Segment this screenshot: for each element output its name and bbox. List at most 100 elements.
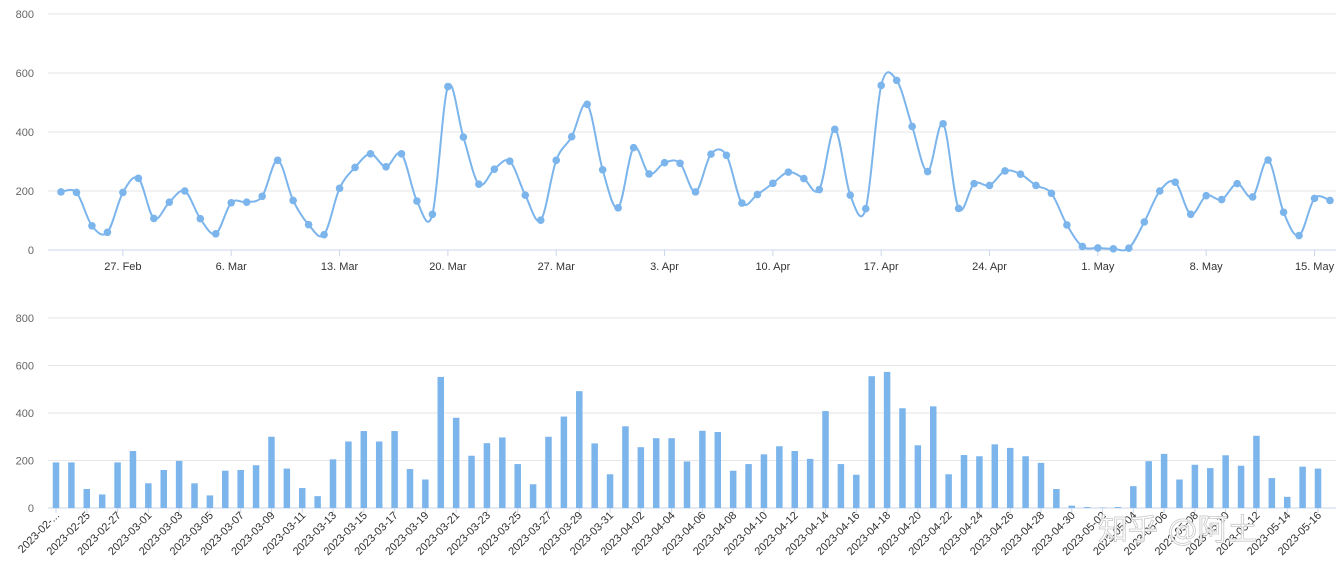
data-point[interactable] xyxy=(738,199,746,207)
data-point[interactable] xyxy=(521,191,530,199)
bar[interactable] xyxy=(1130,486,1137,508)
bar[interactable] xyxy=(422,479,429,509)
bar[interactable] xyxy=(437,376,445,508)
bar[interactable] xyxy=(1145,461,1152,508)
bar[interactable] xyxy=(1299,466,1306,508)
data-point[interactable] xyxy=(769,179,777,188)
data-point[interactable] xyxy=(459,133,468,141)
data-point[interactable] xyxy=(567,132,576,141)
data-point[interactable] xyxy=(397,150,406,158)
bar[interactable] xyxy=(329,459,337,508)
bar[interactable] xyxy=(83,489,91,508)
data-point[interactable] xyxy=(1109,245,1118,253)
data-point[interactable] xyxy=(1094,244,1102,252)
bar[interactable] xyxy=(637,447,645,508)
bar[interactable] xyxy=(145,483,152,508)
data-point[interactable] xyxy=(892,76,901,85)
bar[interactable] xyxy=(1160,453,1168,508)
data-point[interactable] xyxy=(1078,242,1087,251)
bar[interactable] xyxy=(98,494,106,508)
data-point[interactable] xyxy=(242,198,251,207)
data-point[interactable] xyxy=(1001,167,1009,175)
bar[interactable] xyxy=(468,455,475,508)
bar[interactable] xyxy=(1191,464,1199,508)
data-point[interactable] xyxy=(320,230,328,239)
bar[interactable] xyxy=(822,411,829,508)
data-point[interactable] xyxy=(970,179,978,188)
data-point[interactable] xyxy=(72,188,81,197)
bar[interactable] xyxy=(976,456,983,508)
data-point[interactable] xyxy=(877,81,886,90)
bar[interactable] xyxy=(714,432,722,508)
bar[interactable] xyxy=(729,470,737,508)
data-point[interactable] xyxy=(1326,196,1334,205)
bar[interactable] xyxy=(129,451,137,508)
bar[interactable] xyxy=(160,470,167,508)
data-point[interactable] xyxy=(1295,231,1303,240)
data-point[interactable] xyxy=(536,216,545,225)
bar[interactable] xyxy=(1053,489,1060,508)
bar[interactable] xyxy=(960,455,968,508)
bar[interactable] xyxy=(806,458,814,508)
data-point[interactable] xyxy=(165,198,174,207)
bar[interactable] xyxy=(52,462,60,508)
data-point[interactable] xyxy=(258,192,266,201)
data-point[interactable] xyxy=(490,165,499,173)
data-point[interactable] xyxy=(552,156,561,165)
data-point[interactable] xyxy=(629,143,638,152)
data-point[interactable] xyxy=(861,204,870,213)
data-point[interactable] xyxy=(784,168,793,176)
bar[interactable] xyxy=(252,465,260,508)
data-point[interactable] xyxy=(211,229,220,238)
data-point[interactable] xyxy=(119,188,127,197)
data-point[interactable] xyxy=(660,158,669,167)
data-point[interactable] xyxy=(304,220,313,229)
bar[interactable] xyxy=(529,484,537,508)
bar[interactable] xyxy=(1283,496,1291,508)
bar[interactable] xyxy=(360,431,368,508)
bar[interactable] xyxy=(776,446,783,508)
data-point[interactable] xyxy=(1047,189,1056,198)
data-point[interactable] xyxy=(196,214,205,223)
data-point[interactable] xyxy=(428,210,437,219)
data-point[interactable] xyxy=(1310,194,1319,203)
bar[interactable] xyxy=(591,443,598,508)
data-point[interactable] xyxy=(273,156,282,165)
data-point[interactable] xyxy=(614,204,622,212)
data-point[interactable] xyxy=(88,222,96,230)
bar[interactable] xyxy=(1022,456,1029,508)
data-point[interactable] xyxy=(707,150,715,158)
bar[interactable] xyxy=(1222,455,1229,508)
data-point[interactable] xyxy=(1140,218,1149,226)
data-point[interactable] xyxy=(181,187,189,195)
bar[interactable] xyxy=(1083,507,1091,508)
bar[interactable] xyxy=(1314,468,1322,508)
bar[interactable] xyxy=(483,443,491,508)
bar[interactable] xyxy=(868,376,875,508)
bar[interactable] xyxy=(1068,505,1076,509)
bar[interactable] xyxy=(1237,465,1245,508)
bar[interactable] xyxy=(1006,447,1014,508)
data-point[interactable] xyxy=(753,190,762,199)
data-point[interactable] xyxy=(335,184,344,193)
data-point[interactable] xyxy=(598,165,607,174)
bar[interactable] xyxy=(191,483,198,508)
bar[interactable] xyxy=(1037,462,1045,509)
bar[interactable] xyxy=(837,464,845,508)
bar[interactable] xyxy=(391,431,398,508)
bar[interactable] xyxy=(791,451,798,508)
bar[interactable] xyxy=(883,371,891,508)
bar[interactable] xyxy=(206,495,214,508)
bar[interactable] xyxy=(1268,478,1276,508)
bar[interactable] xyxy=(314,496,321,509)
data-point[interactable] xyxy=(1125,244,1133,253)
data-point[interactable] xyxy=(985,181,994,190)
bar[interactable] xyxy=(1253,435,1260,508)
bar[interactable] xyxy=(175,460,183,508)
data-point[interactable] xyxy=(645,170,653,178)
data-point[interactable] xyxy=(954,204,963,213)
bar[interactable] xyxy=(406,469,414,508)
bar[interactable] xyxy=(375,441,383,509)
data-point[interactable] xyxy=(1171,178,1180,186)
bar[interactable] xyxy=(652,438,660,508)
